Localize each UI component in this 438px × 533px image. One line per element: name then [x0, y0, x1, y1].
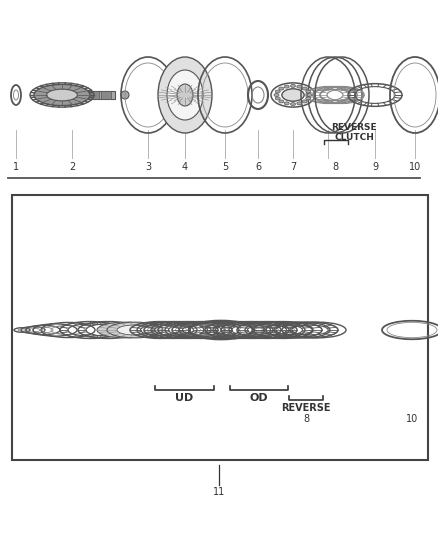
Text: 8: 8	[303, 414, 309, 424]
Ellipse shape	[279, 100, 284, 103]
Text: 3: 3	[145, 162, 151, 172]
Bar	[12, 195, 428, 460]
Bar	[77, 91, 87, 99]
Ellipse shape	[274, 93, 279, 96]
Text: 11: 11	[213, 487, 225, 497]
Ellipse shape	[284, 102, 289, 105]
Ellipse shape	[284, 85, 289, 88]
Text: 7: 7	[290, 162, 296, 172]
Text: 5: 5	[222, 162, 228, 172]
Ellipse shape	[306, 97, 311, 100]
Ellipse shape	[302, 100, 307, 103]
Ellipse shape	[306, 90, 311, 93]
Text: OD: OD	[250, 393, 268, 403]
Ellipse shape	[167, 70, 203, 120]
Ellipse shape	[34, 84, 90, 106]
Ellipse shape	[121, 91, 129, 99]
Ellipse shape	[282, 89, 304, 101]
Ellipse shape	[97, 322, 153, 338]
Text: UD: UD	[175, 393, 194, 403]
Ellipse shape	[107, 322, 163, 338]
Ellipse shape	[302, 87, 307, 90]
Ellipse shape	[275, 90, 280, 93]
Text: 10: 10	[406, 414, 418, 424]
Text: 9: 9	[372, 162, 378, 172]
Ellipse shape	[290, 102, 296, 106]
Ellipse shape	[177, 84, 193, 106]
Bar	[60, 91, 115, 99]
Ellipse shape	[297, 85, 302, 88]
Ellipse shape	[107, 325, 143, 335]
Text: 10: 10	[409, 162, 421, 172]
Text: 4: 4	[182, 162, 188, 172]
Ellipse shape	[279, 87, 284, 90]
Ellipse shape	[307, 93, 312, 96]
Text: 8: 8	[332, 162, 338, 172]
Ellipse shape	[290, 84, 296, 87]
Ellipse shape	[158, 57, 212, 133]
Text: 2: 2	[69, 162, 75, 172]
Text: CLUTCH: CLUTCH	[334, 133, 374, 142]
Text: REVERSE: REVERSE	[281, 403, 331, 413]
Ellipse shape	[117, 325, 153, 335]
Ellipse shape	[275, 97, 280, 100]
Ellipse shape	[297, 102, 302, 105]
Ellipse shape	[46, 89, 78, 101]
Text: 6: 6	[255, 162, 261, 172]
Bar	[89, 91, 99, 99]
Text: 1: 1	[13, 162, 19, 172]
Text: REVERSE: REVERSE	[331, 123, 377, 132]
Bar	[101, 91, 111, 99]
